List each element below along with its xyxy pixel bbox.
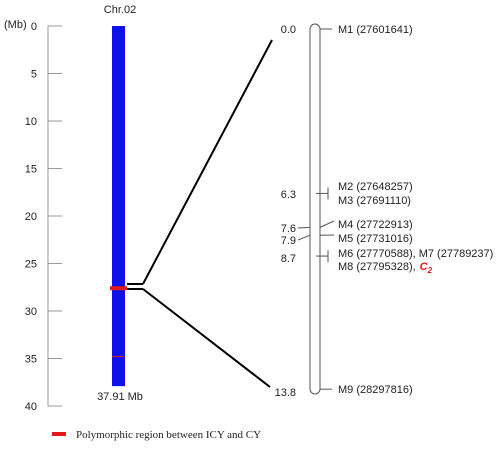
marker-position: 7.9 — [281, 235, 296, 247]
gene-name: C — [420, 261, 429, 273]
marker-label-text: M4 (27722913) — [338, 219, 413, 231]
axis-ticks: 0 5 10 15 20 25 30 35 40 — [25, 21, 62, 413]
marker-position-connector — [297, 226, 311, 229]
connector-upper-outer — [142, 39, 273, 285]
map-marker: 13.8 M9 (28297816) — [275, 384, 413, 399]
chromosome-length: 37.91 Mb — [97, 391, 143, 403]
marker-label-text: M3 (27691110) — [338, 195, 411, 207]
gene-subscript: 2 — [427, 266, 433, 275]
genetic-map-bar — [309, 23, 321, 395]
axis-unit-label: (Mb) — [4, 19, 27, 31]
map-marker: M3 (27691110) — [338, 195, 411, 207]
chromosome: Chr.02 37.91 Mb — [97, 4, 143, 403]
physical-axis: (Mb) 0 5 10 15 20 25 30 35 40 — [4, 19, 62, 413]
map-marker: 6.3 M2 (27648257) — [281, 181, 413, 201]
axis-tick-label: 5 — [31, 69, 37, 81]
marker-label: M6 (27770588), M7 (27789237) — [338, 248, 493, 260]
map-marker: 7.9 M5 (27731016) — [281, 233, 413, 247]
marker-label-text: M9 (28297816) — [338, 384, 413, 396]
map-markers: 0.0 M1 (27601641) 6.3 M2 (27648257) M3 (2769… — [275, 24, 494, 399]
marker-label: M2 (27648257) — [338, 181, 413, 193]
marker-label: M8 (27795328), C2 — [338, 261, 433, 275]
map-marker: 7.6 M4 (27722913) — [281, 219, 413, 235]
marker-label-text: M1 (27601641) — [338, 24, 413, 36]
connector-lower-outer — [142, 288, 271, 388]
marker-label: M1 (27601641) — [338, 24, 413, 36]
legend-swatch — [52, 432, 66, 436]
marker-position: 13.8 — [275, 387, 296, 399]
map-marker: 8.7 M6 (27770588), M7 (27789237) — [281, 248, 494, 265]
marker-position-connector — [297, 234, 311, 241]
axis-tick-label: 40 — [25, 401, 37, 413]
axis-tick-label: 35 — [25, 354, 37, 366]
axis-tick-label: 0 — [31, 21, 37, 33]
zoom-connectors — [127, 39, 273, 388]
chromosome-bar — [112, 26, 125, 387]
genetic-map: 0.0 M1 (27601641) 6.3 M2 (27648257) M3 (2769… — [275, 23, 494, 399]
legend-text: Polymorphic region between ICY and CY — [76, 429, 261, 441]
map-marker: 0.0 M1 (27601641) — [281, 24, 413, 36]
marker-label-text: M6 (27770588), M7 (27789237) — [338, 248, 493, 260]
marker-label-text: M2 (27648257) — [338, 181, 413, 193]
marker-position: 7.6 — [281, 223, 296, 235]
marker-position: 0.0 — [281, 24, 296, 36]
marker-label-text: M5 (27731016) — [338, 233, 413, 245]
marker-label: M5 (27731016) — [338, 233, 413, 245]
marker-position: 6.3 — [281, 189, 296, 201]
chromosome-name: Chr.02 — [104, 4, 136, 16]
map-marker: M8 (27795328), C2 — [338, 261, 433, 275]
axis-tick-label: 10 — [25, 116, 37, 128]
marker-label: M4 (27722913) — [338, 219, 413, 231]
axis-tick-label: 30 — [25, 306, 37, 318]
polymorphic-region-marker — [110, 286, 127, 291]
marker-label: M9 (28297816) — [338, 384, 413, 396]
marker-label-text: M8 (27795328), — [338, 261, 416, 273]
marker-position: 8.7 — [281, 253, 296, 265]
legend: Polymorphic region between ICY and CY — [52, 429, 261, 441]
axis-tick-label: 15 — [25, 164, 37, 176]
marker-label: M3 (27691110) — [338, 195, 411, 207]
marker-connector — [319, 220, 335, 228]
axis-tick-label: 25 — [25, 259, 37, 271]
axis-tick-label: 20 — [25, 211, 37, 223]
